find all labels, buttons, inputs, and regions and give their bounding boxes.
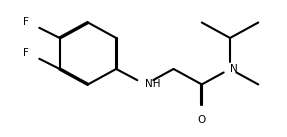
Text: F: F — [23, 48, 29, 58]
Text: N: N — [230, 64, 238, 74]
Text: F: F — [23, 18, 29, 28]
Text: O: O — [198, 115, 206, 125]
Text: NH: NH — [145, 79, 161, 89]
